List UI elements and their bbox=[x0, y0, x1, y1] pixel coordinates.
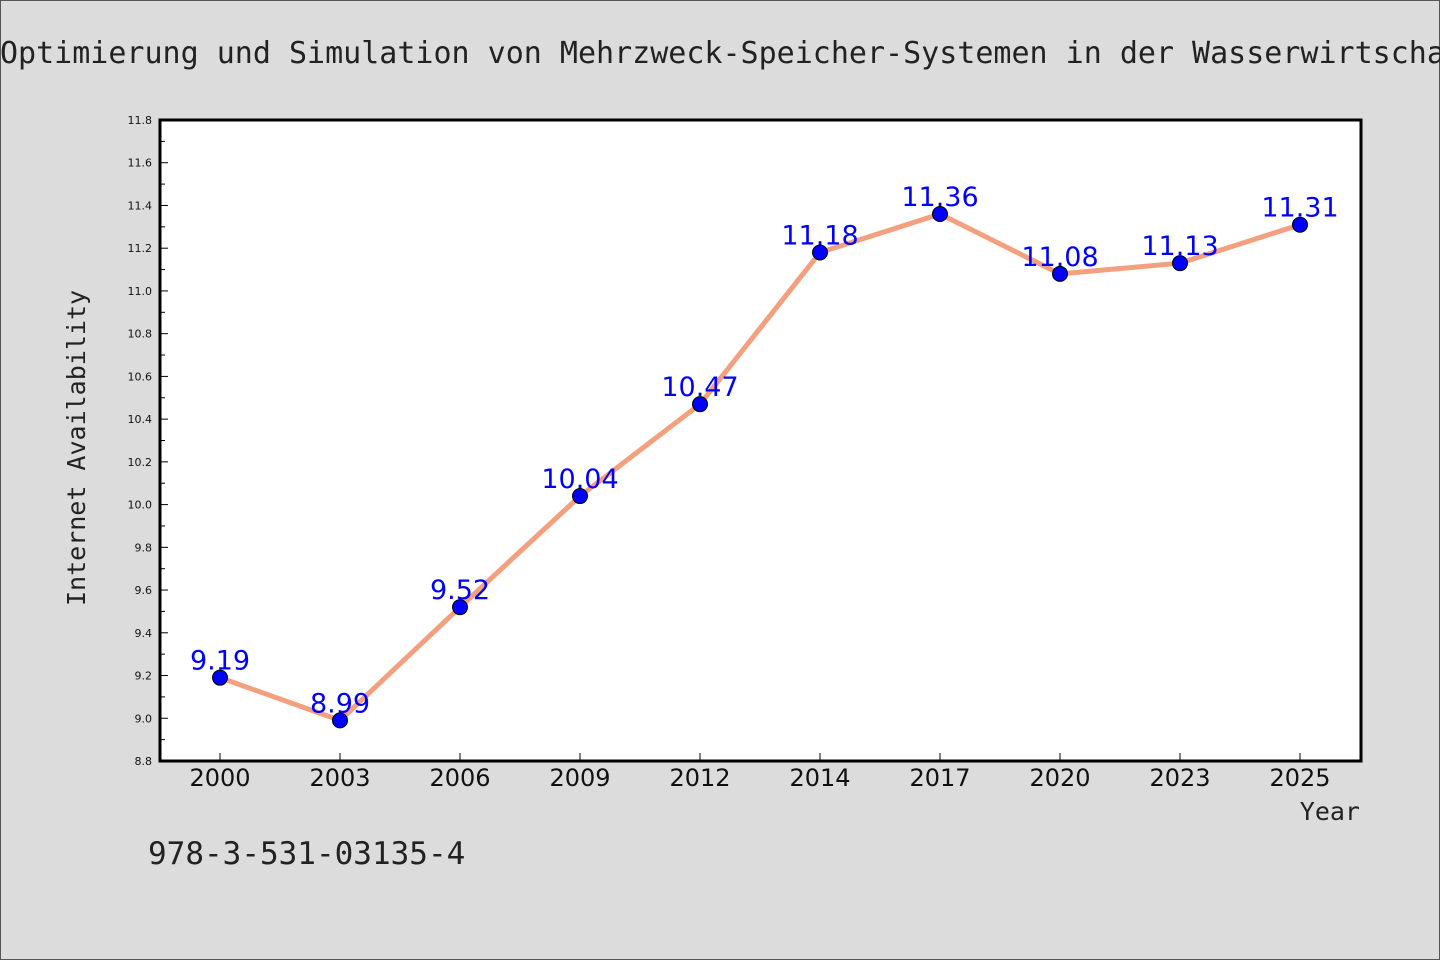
isbn-text: 978-3-531-03135-4 bbox=[148, 836, 466, 872]
y-tick-label: 11.4 bbox=[128, 199, 153, 212]
data-point bbox=[452, 599, 468, 616]
data-point bbox=[932, 206, 948, 223]
y-tick-label: 11.0 bbox=[128, 285, 153, 298]
x-tick-label: 2009 bbox=[549, 764, 610, 792]
data-label: 11.36 bbox=[901, 182, 978, 213]
data-point bbox=[1172, 255, 1188, 272]
y-tick-label: 9.4 bbox=[135, 627, 153, 640]
x-tick-label: 2017 bbox=[909, 764, 970, 792]
data-label: 9.52 bbox=[430, 575, 490, 606]
data-label: 10.47 bbox=[661, 372, 738, 403]
data-point bbox=[332, 712, 348, 729]
x-tick-label: 2012 bbox=[669, 764, 730, 792]
y-tick-label: 10.0 bbox=[128, 499, 153, 512]
y-tick-label: 10.2 bbox=[128, 456, 153, 469]
data-point bbox=[1292, 216, 1308, 233]
y-tick-label: 8.8 bbox=[135, 755, 153, 768]
y-tick-label: 10.4 bbox=[128, 413, 153, 426]
data-point bbox=[1052, 265, 1068, 282]
data-label: 11.13 bbox=[1141, 231, 1218, 262]
data-point bbox=[812, 244, 828, 261]
data-label: 11.08 bbox=[1021, 242, 1098, 273]
data-points bbox=[212, 206, 1308, 729]
data-label: 11.18 bbox=[781, 220, 858, 251]
y-tick-label: 10.8 bbox=[128, 328, 153, 341]
x-tick-label: 2006 bbox=[429, 764, 490, 792]
x-axis-label: Year bbox=[1300, 797, 1360, 826]
x-axis: 2000 2003 2006 2009 2012 2014 2017 2020 2023 2025 bbox=[189, 753, 1331, 792]
data-label: 8.99 bbox=[310, 688, 370, 719]
x-tick-label: 2020 bbox=[1029, 764, 1090, 792]
y-tick-label: 11.6 bbox=[128, 157, 153, 170]
x-tick-label: 2023 bbox=[1149, 764, 1210, 792]
y-tick-label: 11.2 bbox=[128, 242, 153, 255]
y-tick-label: 10.6 bbox=[128, 370, 153, 383]
data-label: 10.04 bbox=[541, 464, 618, 495]
series-line bbox=[217, 211, 1303, 723]
y-tick-label: 9.2 bbox=[135, 670, 153, 683]
x-tick-label: 2014 bbox=[789, 764, 850, 792]
y-tick-label: 9.0 bbox=[135, 712, 153, 725]
data-point bbox=[572, 488, 588, 505]
plot-area bbox=[158, 118, 1363, 763]
y-tick-label: 9.8 bbox=[135, 541, 153, 554]
y-tick-label: 11.8 bbox=[128, 114, 153, 127]
data-label: 11.31 bbox=[1261, 193, 1338, 224]
y-axis-label: Internet Availability bbox=[62, 290, 91, 606]
y-axis: 8.8 9.0 9.2 9.4 9.6 9.8 10.0 10.2 10.4 10.6 10.8 11… bbox=[128, 114, 168, 768]
x-tick-label: 2025 bbox=[1269, 764, 1330, 792]
x-tick-label: 2003 bbox=[309, 764, 370, 792]
data-point bbox=[212, 669, 228, 686]
y-tick-label: 9.6 bbox=[135, 584, 153, 597]
chart-title: Optimierung und Simulation von Mehrzweck… bbox=[0, 36, 1440, 71]
data-label: 9.19 bbox=[190, 646, 250, 677]
x-tick-label: 2000 bbox=[189, 764, 250, 792]
data-labels: 9.19 8.99 9.52 10.04 10.47 11.18 11.36 11.08 11.… bbox=[190, 182, 1339, 719]
data-point bbox=[692, 396, 708, 413]
